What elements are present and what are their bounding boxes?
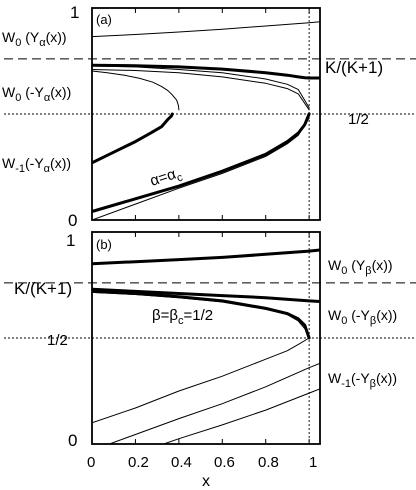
panel-a-branch-label-2: W0 (-Yα(x)) [2,84,71,104]
panel-a: (a) 1 0 1/2 K/(K+1) W0 (Yα(x)) W0 (-Yα(x… [2,3,416,230]
panel-b-series-3 [92,291,310,335]
panel-b-series-0 [92,248,320,266]
xtick-label: 0.2 [128,454,149,471]
xtick-label: 1 [309,454,317,471]
panel-b-series-1 [92,287,320,303]
panel-b-xticks: 0 0.2 0.4 0.6 0.8 1 [87,454,317,471]
panel-b-ytick-1: 1 [66,231,75,250]
xtick-label: 0.6 [214,454,235,471]
panel-a-ytick-0: 0 [68,211,77,230]
panel-a-series-1 [92,70,180,111]
panel-a-ytick-half: 1/2 [348,111,369,128]
svg-text:W0 (Yα(x)): W0 (Yα(x)) [2,29,67,49]
xtick-label: 0.4 [171,454,192,471]
xtick-label: 0.8 [258,454,279,471]
panel-b-series-4 [92,337,310,424]
panel-a-series-3 [92,65,310,109]
svg-text:W-1(-Yα(x)): W-1(-Yα(x)) [2,155,71,175]
svg-text:W0 (Yβ(x)): W0 (Yβ(x)) [328,257,393,277]
panel-b-ytick-0: 0 [68,431,77,450]
panel-b-annotation: β=βc=1/2 [152,307,213,327]
panel-b-series-2 [92,289,311,340]
panel-a-plot [4,8,416,220]
svg-text:β=βc=1/2: β=βc=1/2 [152,307,213,327]
panel-a-ytick-1: 1 [70,3,79,22]
panel-a-series-0 [92,21,320,38]
x-axis-label: x [202,473,210,490]
svg-text:W0 (-Yα(x)): W0 (-Yα(x)) [2,84,71,104]
panel-b-series-6 [163,388,320,444]
panel-a-series-7 [92,117,310,220]
svg-text:W0 (-Yβ(x)): W0 (-Yβ(x)) [328,307,397,327]
panel-b-label: (b) [96,237,112,252]
panel-a-label: (a) [96,12,112,27]
panel-a-branch-label-3: W-1(-Yα(x)) [2,155,71,175]
panel-b-branch-label-1: W0 (Yβ(x)) [328,257,393,277]
panel-a-series-4 [92,63,320,80]
panel-a-series-2 [92,69,310,111]
panel-b-hline-label: K/(K+1) [14,279,72,298]
panel-b-plot [4,232,416,444]
panel-a-branch-label-1: W0 (Yα(x)) [2,29,67,49]
panel-a-series-5 [92,112,174,165]
panel-b-branch-label-2: W0 (-Yβ(x)) [328,307,397,327]
xtick-label: 0 [87,454,95,471]
panel-b: (b) 1 0 1/2 K/(K+1) W0 (Yβ(x)) W0 (-Yβ(x… [4,231,416,490]
svg-text:W-1(-Yβ(x)): W-1(-Yβ(x)) [328,370,397,390]
panel-b-branch-label-3: W-1(-Yβ(x)) [328,370,397,390]
panel-b-ytick-half: 1/2 [47,332,68,349]
panel-a-hline-label: K/(K+1) [325,58,383,77]
panel-a-series-6 [92,112,311,213]
panel-b-series-5 [108,362,320,444]
